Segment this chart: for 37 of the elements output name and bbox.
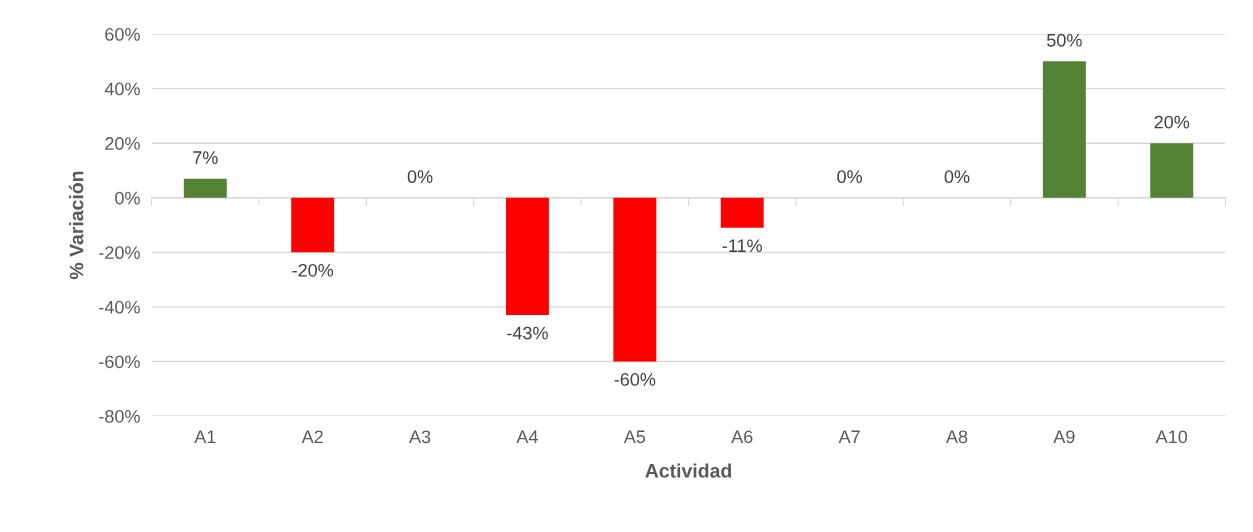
data-label: 50% [1047, 33, 1082, 47]
y-tick-label: 40% [104, 82, 140, 96]
data-label: -43% [507, 326, 548, 340]
data-label: -20% [292, 263, 334, 277]
y-tick-label: 0% [115, 191, 140, 205]
bar [1150, 143, 1194, 198]
x-tick-label: A6 [731, 430, 753, 444]
y-axis-title: % Variación [68, 171, 84, 280]
y-tick-label: 60% [105, 27, 140, 41]
data-label: 20% [1154, 115, 1190, 129]
x-axis-title: Actividad [645, 463, 732, 478]
bar [505, 197, 549, 316]
bar [613, 197, 657, 362]
x-tick-label: A7 [838, 430, 860, 443]
data-label: 0% [407, 170, 433, 184]
y-tick-label: 20% [105, 137, 140, 150]
x-tick-label: A2 [301, 430, 323, 443]
x-tick-label: A3 [409, 430, 431, 444]
bar [291, 197, 335, 253]
data-label: -60% [614, 373, 656, 386]
x-tick-label: A9 [1053, 430, 1075, 444]
data-label: 0% [837, 170, 862, 184]
y-tick-label: -60% [99, 355, 140, 369]
x-tick-label: A10 [1155, 430, 1188, 444]
x-tick-label: A5 [623, 430, 646, 444]
data-label: -11% [722, 239, 762, 253]
y-tick-label: -40% [99, 300, 140, 314]
data-label: 0% [944, 170, 970, 184]
x-tick-label: A1 [194, 430, 216, 443]
bar [1042, 61, 1086, 198]
x-tick-label: A8 [945, 430, 968, 444]
bar [720, 197, 764, 228]
bar [183, 178, 227, 198]
y-tick-label: -80% [99, 409, 140, 423]
data-label: 7% [193, 151, 218, 164]
x-tick-label: A4 [516, 430, 538, 443]
y-tick-label: -20% [99, 246, 140, 260]
